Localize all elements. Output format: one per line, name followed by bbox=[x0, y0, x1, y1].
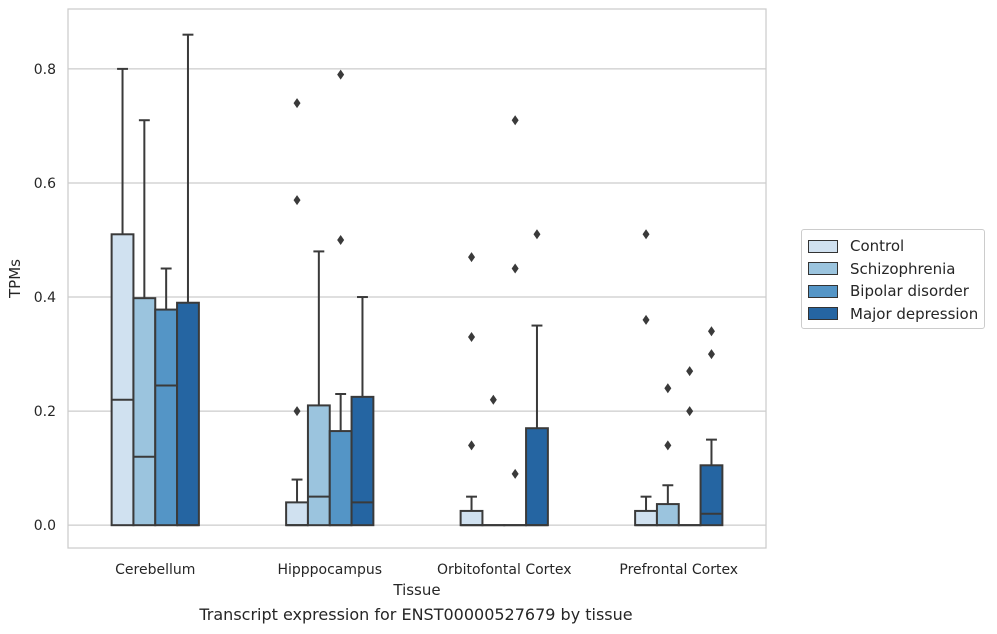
box-iqr bbox=[176, 301, 200, 527]
legend-item: Control bbox=[808, 235, 978, 258]
box-iqr bbox=[459, 509, 484, 527]
outlier-point bbox=[642, 314, 650, 325]
outlier-point bbox=[664, 383, 672, 394]
box-major-depression bbox=[699, 326, 724, 527]
plot-frame bbox=[67, 8, 767, 549]
outlier-point bbox=[337, 69, 345, 80]
box-major-depression bbox=[350, 296, 375, 527]
box-series bbox=[110, 33, 724, 527]
box-schizophrenia bbox=[655, 383, 680, 527]
box-major-depression bbox=[176, 33, 200, 527]
legend-item: Schizophrenia bbox=[808, 258, 978, 281]
box-schizophrenia bbox=[132, 119, 157, 527]
box-iqr bbox=[328, 430, 353, 527]
box-control bbox=[459, 252, 484, 527]
box-iqr bbox=[110, 233, 135, 527]
outlier-point bbox=[468, 331, 476, 342]
y-tick-label: 0.8 bbox=[34, 62, 56, 78]
x-tick-label: Hipppocampus bbox=[277, 562, 382, 578]
box-major-depression bbox=[525, 229, 549, 527]
legend-swatch bbox=[808, 262, 838, 276]
box-control bbox=[110, 67, 135, 527]
y-axis-title: TPMs bbox=[6, 259, 24, 299]
legend-label: Major depression bbox=[850, 304, 979, 323]
outlier-point bbox=[489, 394, 497, 405]
legend-swatch bbox=[808, 239, 838, 253]
outlier-point bbox=[707, 349, 715, 360]
box-schizophrenia bbox=[481, 394, 506, 527]
chart-caption: Transcript expression for ENST0000052767… bbox=[199, 605, 633, 624]
x-tick-label: Orbitofontal Cortex bbox=[437, 562, 572, 578]
outlier-point bbox=[293, 406, 301, 417]
box-iqr bbox=[634, 509, 658, 527]
outlier-point bbox=[511, 263, 519, 274]
y-tick-label: 0.0 bbox=[34, 518, 56, 534]
box-control bbox=[634, 229, 658, 527]
outlier-point bbox=[686, 406, 694, 417]
outlier-point bbox=[293, 195, 301, 206]
outlier-point bbox=[337, 235, 345, 245]
y-tick-labels: 0.0 0.2 0.4 0.6 0.8 bbox=[34, 62, 56, 534]
legend-item: Bipolar disorder bbox=[808, 280, 978, 303]
x-tick-labels: Cerebellum Hipppocampus Orbitofontal Corte… bbox=[115, 562, 738, 578]
box-iqr bbox=[154, 308, 179, 527]
outlier-point bbox=[686, 366, 694, 377]
box-bipolar-disorder bbox=[154, 267, 179, 527]
y-tick-label: 0.4 bbox=[34, 290, 56, 306]
outlier-point bbox=[511, 468, 519, 479]
box-iqr bbox=[285, 501, 309, 527]
x-axis-title: Tissue bbox=[392, 581, 440, 599]
legend-swatch bbox=[808, 284, 838, 298]
outlier-point bbox=[664, 440, 672, 451]
outlier-point bbox=[468, 440, 476, 451]
legend-label: Control bbox=[850, 237, 905, 256]
chart-legend: Control Schizophrenia Bipolar disorder Majo… bbox=[801, 229, 986, 329]
box-control bbox=[285, 98, 309, 527]
x-tick-label: Cerebellum bbox=[115, 562, 195, 578]
legend-item: Major depression bbox=[808, 303, 978, 326]
y-tick-label: 0.6 bbox=[34, 176, 56, 192]
box-iqr bbox=[699, 464, 724, 527]
box-iqr bbox=[655, 503, 680, 527]
y-tick-label: 0.2 bbox=[34, 404, 56, 420]
outlier-point bbox=[468, 252, 476, 263]
box-iqr bbox=[350, 395, 375, 527]
legend-swatch bbox=[808, 307, 838, 321]
box-bipolar-disorder bbox=[503, 115, 528, 527]
legend-label: Bipolar disorder bbox=[850, 282, 969, 301]
box-bipolar-disorder bbox=[677, 366, 702, 527]
outlier-point bbox=[642, 229, 650, 240]
box-iqr bbox=[132, 297, 157, 527]
outlier-point bbox=[707, 326, 715, 337]
box-iqr bbox=[525, 427, 549, 527]
outlier-point bbox=[511, 115, 519, 126]
x-tick-label: Prefrontal Cortex bbox=[619, 562, 738, 578]
outlier-point bbox=[533, 229, 541, 240]
box-schizophrenia bbox=[306, 250, 331, 527]
box-iqr bbox=[306, 404, 331, 527]
outlier-point bbox=[293, 98, 301, 109]
legend-label: Schizophrenia bbox=[850, 259, 956, 278]
